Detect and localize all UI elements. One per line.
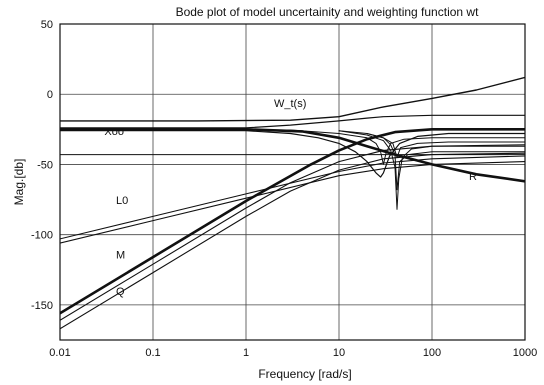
curve-L0-upper [60,155,525,240]
curve-notch-4 [366,133,525,158]
y-tick-label: 50 [41,19,53,31]
curve-label: L0 [116,195,128,207]
curve-Q [60,152,525,330]
curve-L0-lower [60,161,525,244]
curve-M [60,128,525,315]
y-tick-label: -50 [37,159,53,171]
grid [60,24,525,340]
x-tick-label: 100 [423,347,441,359]
y-tick-label: -100 [31,230,53,242]
curve-M-2 [60,144,525,321]
y-tick-label: 0 [47,89,53,101]
plot-frame [59,23,526,341]
y-tick-labels: 50 0 -50 -100 -150 [31,19,53,312]
curve-label: M [116,250,125,262]
x-tick-label: 1 [243,347,249,359]
curve-label: Xoo [104,126,124,138]
curve-W_t [60,76,525,122]
x-tick-label: 10 [333,347,345,359]
y-axis-label: Mag.[db] [12,159,26,206]
curve-notch-2 [338,130,525,210]
chart-title: Bode plot of model uncertainity and weig… [176,5,480,19]
y-tick-label: -150 [31,300,53,312]
x-tick-label: 1000 [513,347,537,359]
curves [60,76,525,330]
curve-band-high [60,114,525,129]
x-tick-label: 0.1 [145,347,160,359]
curve-labels: W_t(s) Xoo L0 M Q R [104,98,477,298]
x-tick-label: 0.01 [49,347,70,359]
curve-label: Q [116,286,125,298]
curve-label: W_t(s) [274,98,306,110]
curve-label: R [469,171,477,183]
x-tick-labels: 0.01 0.1 1 10 100 1000 [49,347,537,359]
x-axis-label: Frequency [rad/s] [258,367,351,381]
curve-notch-1 [60,128,525,165]
